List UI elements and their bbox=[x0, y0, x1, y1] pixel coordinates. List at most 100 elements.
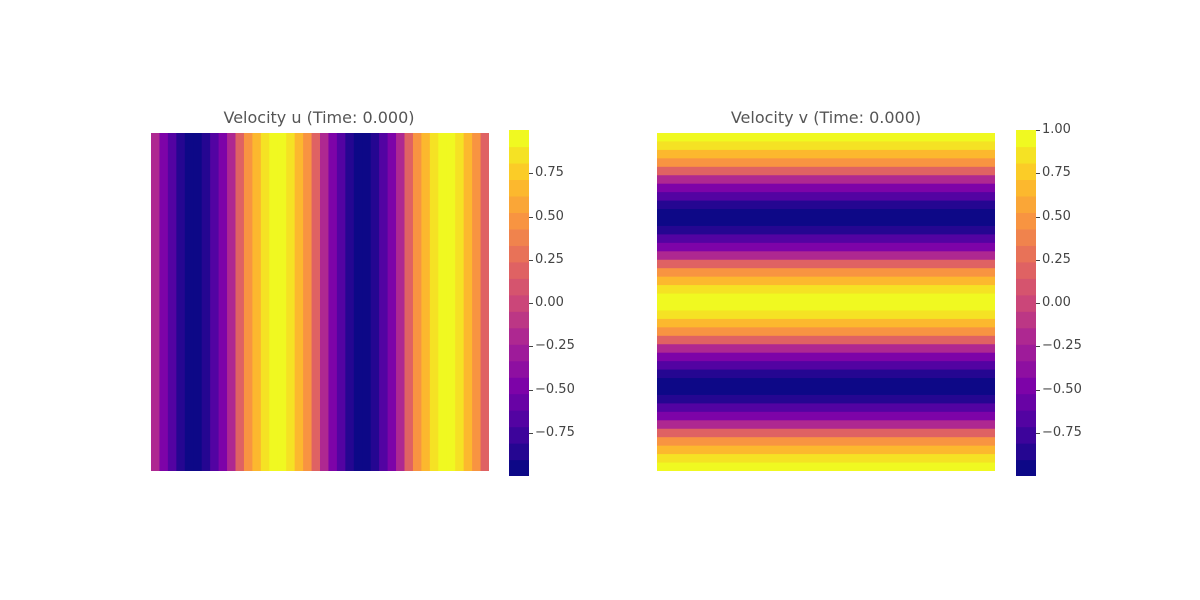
chart-v-heatmap-cell bbox=[657, 437, 995, 447]
chart-v-heatmap-cell bbox=[657, 420, 995, 430]
chart-u-heatmap-cell bbox=[218, 133, 228, 471]
chart-v-heatmap-cell bbox=[657, 192, 995, 202]
chart-u-colorbar-tick-label: −0.25 bbox=[535, 338, 575, 354]
chart-v-heatmap-cell bbox=[657, 352, 995, 362]
chart-u-heatmap-cell bbox=[353, 133, 363, 471]
chart-v-heatmap-cell bbox=[657, 318, 995, 328]
chart-v-colorbar-tick-label: 0.50 bbox=[1042, 208, 1071, 224]
chart-u-colorbar-tick-mark bbox=[529, 216, 533, 218]
chart-v-heatmap-cell bbox=[657, 141, 995, 151]
chart-v-heatmap-cell bbox=[657, 133, 995, 143]
chart-u-heatmap-cell bbox=[328, 133, 338, 471]
chart-v-heatmap-cell bbox=[657, 259, 995, 269]
chart-u-colorbar-level bbox=[509, 360, 529, 378]
chart-u-heatmap-cell bbox=[227, 133, 237, 471]
chart-u-heatmap-cell bbox=[303, 133, 313, 471]
chart-v-colorbar-level bbox=[1016, 130, 1036, 148]
chart-u-colorbar-tick-mark bbox=[529, 389, 533, 391]
chart-v-heatmap-cell bbox=[657, 302, 995, 312]
chart-u-colorbar-level bbox=[509, 195, 529, 213]
chart-u-heatmap-cell bbox=[404, 133, 414, 471]
chart-u-colorbar-level bbox=[509, 459, 529, 476]
chart-u-colorbar-level bbox=[509, 261, 529, 279]
chart-u-heatmap-cell bbox=[412, 133, 422, 471]
chart-u-colorbar-tick-mark bbox=[529, 346, 533, 348]
chart-v-colorbar-level bbox=[1016, 278, 1036, 296]
chart-u-heatmap-cell bbox=[472, 133, 482, 471]
chart-v-colorbar-tick-mark bbox=[1036, 173, 1040, 175]
chart-v-colorbar-tick-label: 0.00 bbox=[1042, 295, 1071, 310]
chart-v-heatmap-cell bbox=[657, 251, 995, 261]
chart-u-heatmap-cell bbox=[252, 133, 262, 471]
chart-v-colorbar-level bbox=[1016, 459, 1036, 476]
chart-v-heatmap-cell bbox=[657, 293, 995, 303]
chart-v-colorbar-tick-label: 1.00 bbox=[1042, 122, 1071, 137]
chart-v-heatmap-cell bbox=[657, 183, 995, 193]
chart-v-colorbar-tick-mark bbox=[1036, 259, 1040, 261]
chart-u-colorbar-tick-label: 0.50 bbox=[535, 208, 564, 224]
chart-v-colorbar-level bbox=[1016, 294, 1036, 312]
chart-v-heatmap-cell bbox=[657, 234, 995, 244]
chart-v-colorbar-level bbox=[1016, 179, 1036, 197]
chart-v-heatmap-cell bbox=[657, 268, 995, 278]
chart-u-colorbar-level bbox=[509, 294, 529, 312]
chart-u-heatmap-cell bbox=[286, 133, 296, 471]
chart-u-heatmap-cell bbox=[336, 133, 346, 471]
chart-u-colorbar-level bbox=[509, 179, 529, 197]
chart-u-heatmap-cell bbox=[151, 133, 161, 471]
chart-v-colorbar-level bbox=[1016, 410, 1036, 428]
chart-v-colorbar-level bbox=[1016, 162, 1036, 181]
chart-u-colorbar-tick-mark bbox=[529, 303, 533, 304]
chart-v-colorbar-level bbox=[1016, 377, 1036, 395]
chart-u-heatmap-cell bbox=[387, 133, 397, 471]
chart-u-colorbar-level bbox=[509, 162, 529, 181]
chart-u-heatmap-cell bbox=[438, 133, 448, 471]
chart-u-colorbar-tick-mark bbox=[529, 259, 533, 261]
chart-v-heatmap-cell bbox=[657, 242, 995, 252]
chart-u-heatmap-cell bbox=[277, 133, 287, 471]
chart-u-heatmap bbox=[151, 133, 489, 471]
chart-u-heatmap-cell bbox=[463, 133, 473, 471]
chart-u-heatmap-cell bbox=[446, 133, 456, 471]
chart-v-colorbar-tick-mark bbox=[1036, 130, 1040, 131]
chart-v-colorbar-tick-mark bbox=[1036, 216, 1040, 218]
chart-v-colorbar-tick-label: 0.75 bbox=[1042, 165, 1071, 181]
chart-u-heatmap-cell bbox=[311, 133, 321, 471]
chart-u-heatmap-cell bbox=[320, 133, 330, 471]
chart-u-heatmap-cell bbox=[159, 133, 169, 471]
chart-u-heatmap-cell bbox=[370, 133, 380, 471]
chart-u-colorbar-tick-label: 0.25 bbox=[535, 251, 564, 267]
chart-u-colorbar-level bbox=[509, 212, 529, 230]
chart-v-heatmap-cell bbox=[657, 386, 995, 396]
chart-u-heatmap-cell bbox=[176, 133, 186, 471]
chart-v-heatmap-cell bbox=[657, 285, 995, 295]
chart-u-colorbar-level bbox=[509, 410, 529, 428]
chart-v-colorbar-level bbox=[1016, 228, 1036, 246]
chart-v-heatmap-cell bbox=[657, 445, 995, 455]
chart-u-heatmap-cell bbox=[396, 133, 406, 471]
chart-v-heatmap-cell bbox=[657, 149, 995, 159]
chart-v-heatmap-cell bbox=[657, 310, 995, 320]
chart-u-heatmap-cell bbox=[429, 133, 439, 471]
chart-u-colorbar-tick-label: 0.75 bbox=[535, 165, 564, 181]
chart-u-colorbar-level bbox=[509, 443, 529, 461]
chart-u-heatmap-cell bbox=[235, 133, 245, 471]
chart-u-heatmap-cell bbox=[193, 133, 203, 471]
chart-u-heatmap-cell bbox=[362, 133, 372, 471]
chart-u-colorbar-level bbox=[509, 311, 529, 329]
chart-u-heatmap-cell bbox=[379, 133, 389, 471]
chart-v-colorbar-level bbox=[1016, 212, 1036, 230]
chart-v-colorbar bbox=[1016, 130, 1036, 476]
chart-u-colorbar-tick-mark bbox=[529, 432, 533, 434]
chart-u-heatmap-cell bbox=[421, 133, 431, 471]
chart-v-colorbar-level bbox=[1016, 360, 1036, 378]
chart-v-heatmap-cell bbox=[657, 462, 995, 471]
chart-u-colorbar-level bbox=[509, 130, 529, 148]
chart-u-heatmap-cell bbox=[260, 133, 270, 471]
chart-v-heatmap-cell bbox=[657, 344, 995, 354]
chart-v-colorbar-level bbox=[1016, 327, 1036, 345]
chart-u-colorbar-level bbox=[509, 245, 529, 263]
chart-v-heatmap-cell bbox=[657, 454, 995, 464]
chart-u-heatmap-cell bbox=[210, 133, 220, 471]
chart-u-colorbar-level bbox=[509, 228, 529, 246]
